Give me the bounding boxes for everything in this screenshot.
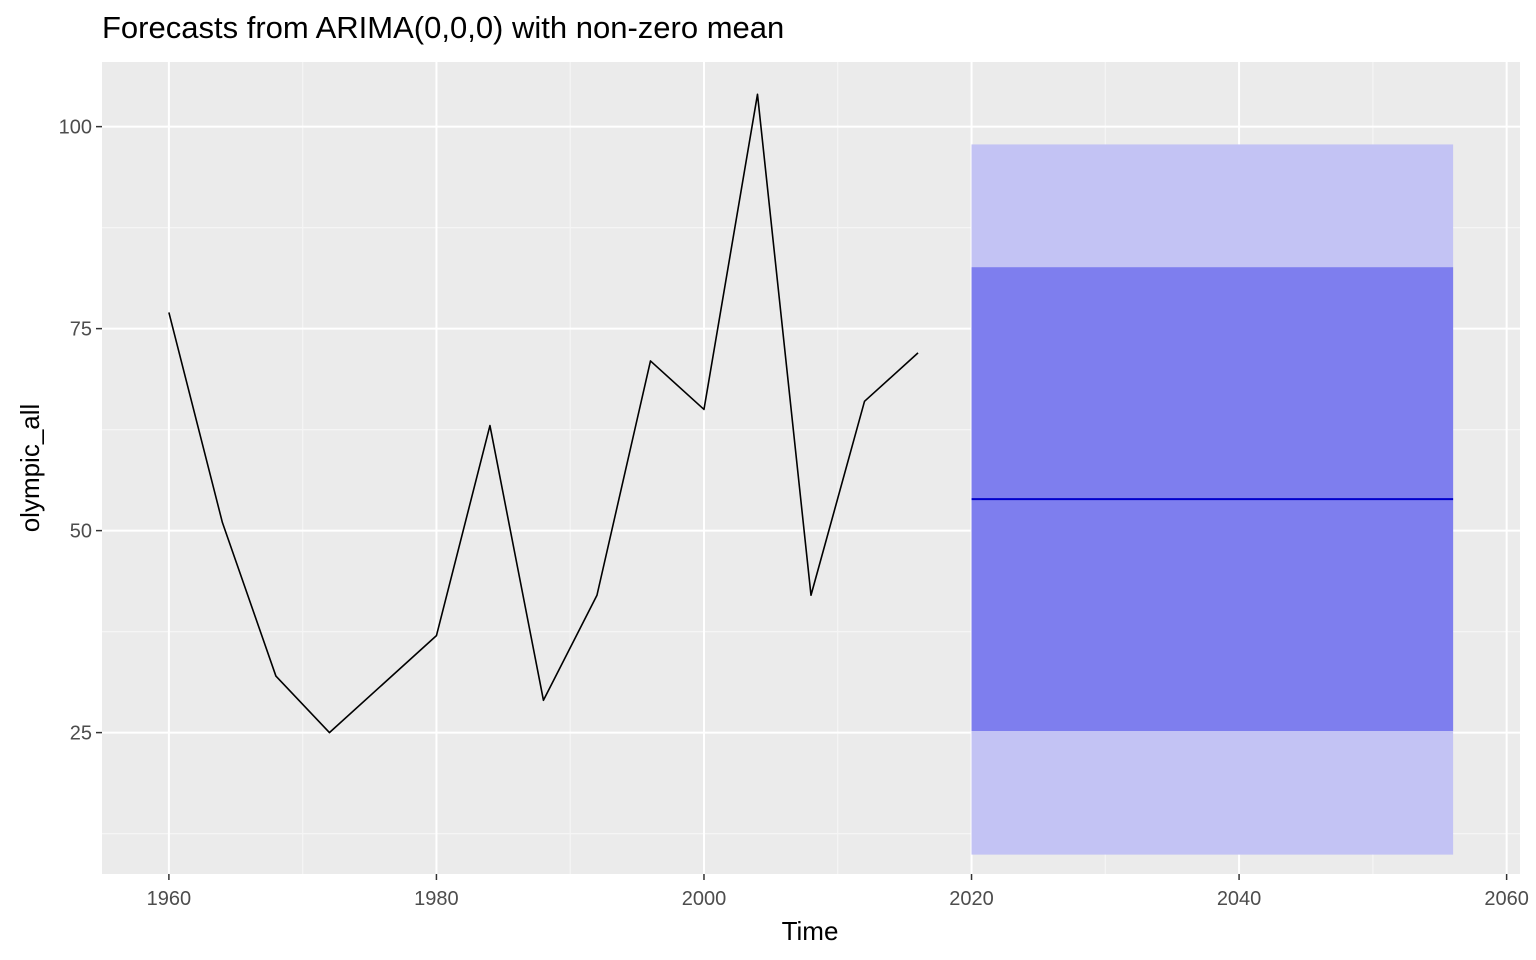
y-tick-label: 25	[70, 723, 92, 745]
y-axis-title: olympic_all	[15, 404, 45, 533]
series-lines	[168, 93, 919, 734]
chart-title: Forecasts from ARIMA(0,0,0) with non-zer…	[102, 10, 785, 45]
x-tick-label: 2040	[1217, 888, 1262, 910]
x-tick-label: 2000	[682, 888, 727, 910]
series-line	[168, 93, 919, 734]
x-tick-label: 2020	[949, 888, 994, 910]
y-tick-label: 75	[70, 319, 92, 341]
y-tick-label: 50	[70, 521, 92, 543]
forecast-intervals	[971, 144, 1454, 855]
x-axis-ticks: 1960 1980 2000 2020 2040 2060	[147, 874, 1529, 910]
x-tick-label: 1980	[414, 888, 459, 910]
x-tick-label: 1960	[147, 888, 192, 910]
x-axis-title: Time	[782, 916, 839, 946]
y-axis-ticks: 25 50 75 100	[59, 117, 102, 745]
y-tick-label: 100	[59, 117, 92, 139]
x-tick-label: 2060	[1484, 888, 1529, 910]
